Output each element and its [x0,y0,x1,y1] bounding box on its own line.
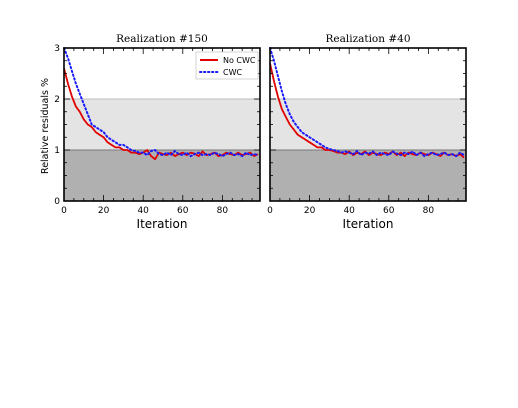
legend-label: No CWC [223,56,256,65]
y-tick-label: 3 [54,44,60,54]
y-axis-label: Relative residuals % [40,78,51,174]
x-tick-label: 60 [383,206,395,216]
series-line-no-cwc [63,68,259,161]
chart-title: Realization #40 [325,33,410,45]
series-line-cwc [63,47,259,158]
band-1 [64,150,260,201]
x-axis-label: Iteration [343,217,394,231]
x-tick-label: 40 [343,206,355,216]
x-tick-label: 20 [98,206,110,216]
chart-panel-1: 0 20 40 60 80 0 1 2 3 Realization #150 Iteration No… [54,33,261,231]
chart-title: Realization #150 [116,33,208,45]
x-tick-label: 80 [423,206,435,216]
x-tick-label: 80 [217,206,229,216]
band-1 [270,150,466,201]
series-line-cwc [269,47,465,158]
chart-panel-2: 0 20 40 60 80 Realization #40 Iteration [267,33,467,231]
band-2 [64,99,260,150]
y-tick-label: 2 [54,95,60,105]
x-axis-label: Iteration [137,217,188,231]
legend: No CWC CWC [195,51,259,80]
legend-box [195,51,259,80]
y-tick-label: 0 [54,197,60,207]
x-tick-label: 20 [304,206,316,216]
legend-label: CWC [223,68,242,77]
x-tick-label: 0 [61,206,67,216]
y-tick-label: 1 [54,146,60,156]
band-2 [270,99,466,150]
x-tick-label: 60 [177,206,189,216]
x-tick-label: 0 [267,206,273,216]
x-tick-label: 40 [137,206,149,216]
